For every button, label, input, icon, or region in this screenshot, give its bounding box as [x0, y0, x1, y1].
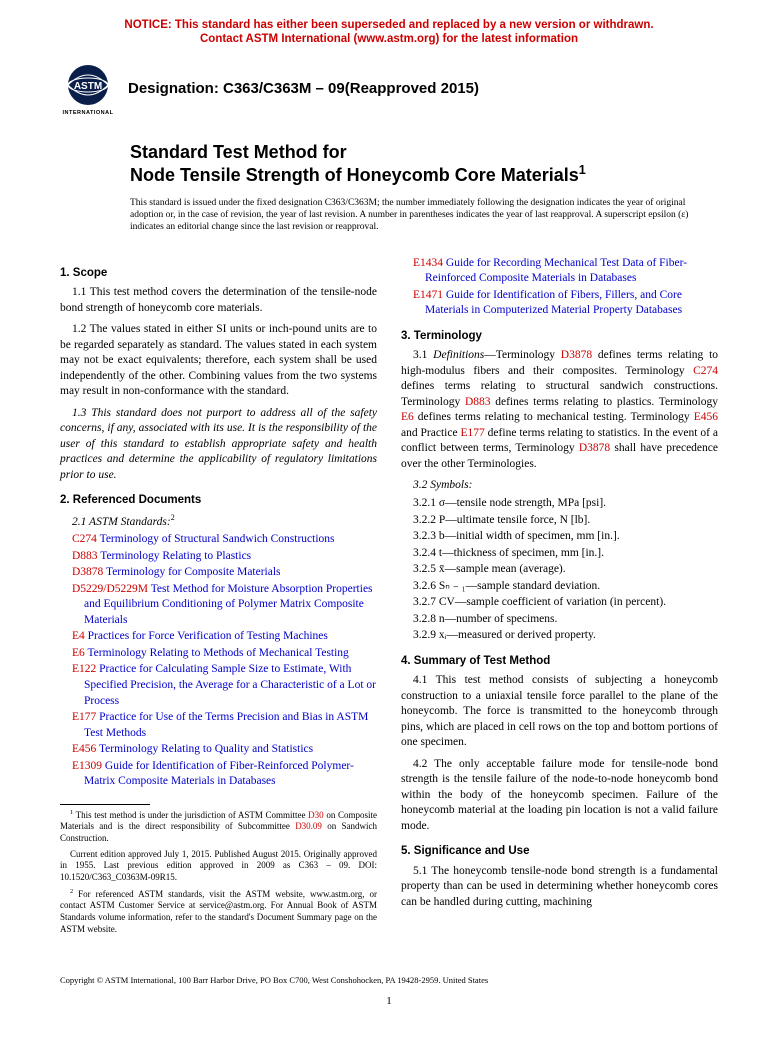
symbol-item: 3.2.5 x̄—sample mean (average). — [401, 562, 718, 578]
ref-item[interactable]: E1434 Guide for Recording Mechanical Tes… — [401, 256, 718, 287]
two-column-layout: 1. Scope 1.1 This test method covers the… — [60, 256, 718, 940]
header-row: ASTM INTERNATIONAL Designation: C363/C36… — [60, 61, 718, 117]
ref-item[interactable]: E122 Practice for Calculating Sample Siz… — [60, 662, 377, 709]
title-line1: Standard Test Method for — [130, 141, 718, 164]
ref-item[interactable]: D5229/D5229M Test Method for Moisture Ab… — [60, 582, 377, 629]
notice-line2: Contact ASTM International (www.astm.org… — [200, 33, 578, 45]
issued-note: This standard is issued under the fixed … — [130, 197, 698, 234]
document-page: NOTICE: This standard has either been su… — [0, 0, 778, 1037]
refdocs-sub: 2.1 ASTM Standards:2 — [60, 513, 377, 530]
symbols-list: 3.2.1 σ—tensile node strength, MPa [psi]… — [401, 496, 718, 644]
svg-text:ASTM: ASTM — [74, 81, 102, 92]
terminology-p1: 3.1 Definitions—Terminology D3878 define… — [401, 348, 718, 472]
designation-text: Designation: C363/C363M – 09(Reapproved … — [128, 80, 479, 97]
ref-list-right: E1434 Guide for Recording Mechanical Tes… — [401, 256, 718, 319]
footnote-rule — [60, 804, 150, 805]
symbol-item: 3.2.3 b—initial width of specimen, mm [i… — [401, 529, 718, 545]
notice-banner: NOTICE: This standard has either been su… — [60, 18, 718, 47]
footnote-1: 1 This test method is under the jurisdic… — [60, 809, 377, 845]
ref-list-left: C274 Terminology of Structural Sandwich … — [60, 532, 377, 789]
symbol-item: 3.2.6 Sₙ ₋ ₁—sample standard deviation. — [401, 579, 718, 595]
astm-logo: ASTM INTERNATIONAL — [60, 61, 116, 117]
ref-item[interactable]: E456 Terminology Relating to Quality and… — [60, 742, 377, 758]
scope-p1: 1.1 This test method covers the determin… — [60, 285, 377, 316]
summary-p2: 4.2 The only acceptable failure mode for… — [401, 757, 718, 835]
ref-item[interactable]: D3878 Terminology for Composite Material… — [60, 565, 377, 581]
ref-item[interactable]: C274 Terminology of Structural Sandwich … — [60, 532, 377, 548]
symbol-item: 3.2.2 P—ultimate tensile force, N [lb]. — [401, 513, 718, 529]
scope-p2: 1.2 The values stated in either SI units… — [60, 322, 377, 400]
page-number: 1 — [60, 995, 718, 1007]
ref-item[interactable]: E1309 Guide for Identification of Fiber-… — [60, 759, 377, 790]
left-column: 1. Scope 1.1 This test method covers the… — [60, 256, 377, 940]
copyright-line: Copyright © ASTM International, 100 Barr… — [60, 975, 718, 985]
terminology-head: 3. Terminology — [401, 329, 718, 345]
refdocs-head: 2. Referenced Documents — [60, 493, 377, 509]
symbol-item: 3.2.8 n—number of specimens. — [401, 612, 718, 628]
symbol-item: 3.2.4 t—thickness of specimen, mm [in.]. — [401, 546, 718, 562]
scope-p3: 1.3 This standard does not purport to ad… — [60, 406, 377, 484]
notice-line1: NOTICE: This standard has either been su… — [124, 19, 653, 31]
significance-head: 5. Significance and Use — [401, 844, 718, 860]
ref-item[interactable]: E1471 Guide for Identification of Fibers… — [401, 288, 718, 319]
ref-item[interactable]: E6 Terminology Relating to Methods of Me… — [60, 646, 377, 662]
svg-text:INTERNATIONAL: INTERNATIONAL — [62, 110, 113, 116]
ref-item[interactable]: E177 Practice for Use of the Terms Preci… — [60, 710, 377, 741]
right-column: E1434 Guide for Recording Mechanical Tes… — [401, 256, 718, 940]
symbol-item: 3.2.1 σ—tensile node strength, MPa [psi]… — [401, 496, 718, 512]
title-block: Standard Test Method for Node Tensile St… — [130, 141, 718, 187]
footnote-1b: Current edition approved July 1, 2015. P… — [60, 849, 377, 884]
symbol-item: 3.2.9 xᵢ—measured or derived property. — [401, 628, 718, 644]
significance-p1: 5.1 The honeycomb tensile-node bond stre… — [401, 864, 718, 911]
ref-item[interactable]: E4 Practices for Force Verification of T… — [60, 629, 377, 645]
symbols-head: 3.2 Symbols: — [401, 478, 718, 494]
ref-item[interactable]: D883 Terminology Relating to Plastics — [60, 549, 377, 565]
scope-head: 1. Scope — [60, 266, 377, 282]
summary-head: 4. Summary of Test Method — [401, 654, 718, 670]
footnote-2: 2 For referenced ASTM standards, visit t… — [60, 888, 377, 936]
symbol-item: 3.2.7 CV—sample coefficient of variation… — [401, 595, 718, 611]
summary-p1: 4.1 This test method consists of subject… — [401, 673, 718, 751]
title-line2: Node Tensile Strength of Honeycomb Core … — [130, 163, 718, 187]
